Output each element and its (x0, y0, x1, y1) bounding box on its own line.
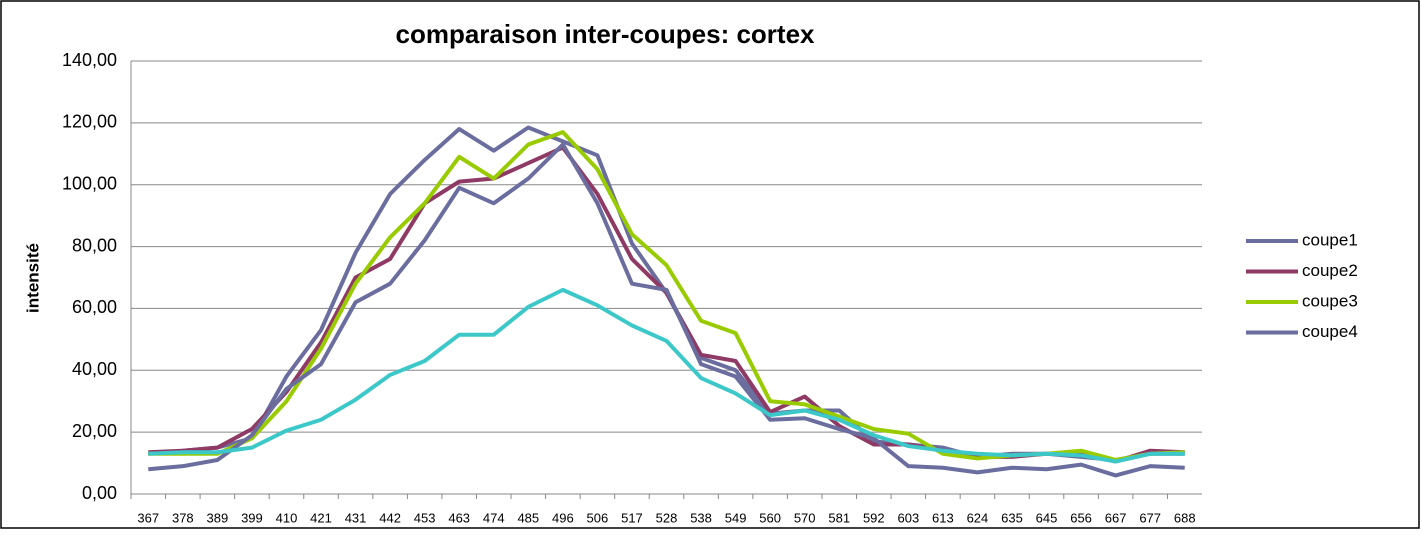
x-tick-label: 560 (759, 510, 781, 525)
x-tick-label: 667 (1105, 510, 1127, 525)
x-tick-label: 570 (794, 510, 816, 525)
x-tick-label: 538 (690, 510, 712, 525)
x-tick-label: 603 (897, 510, 919, 525)
x-tick-label: 463 (448, 510, 470, 525)
x-tick-label: 474 (483, 510, 505, 525)
x-tick-label: 613 (932, 510, 954, 525)
x-tick-label: 656 (1070, 510, 1092, 525)
y-tick-label: 100,00 (62, 173, 117, 193)
x-tick-label: 453 (414, 510, 436, 525)
y-tick-label: 80,00 (72, 235, 117, 255)
y-tick-label: 20,00 (72, 421, 117, 441)
x-tick-label: 549 (725, 510, 747, 525)
x-tick-label: 442 (379, 510, 401, 525)
x-tick-label: 389 (207, 510, 229, 525)
x-tick-label: 677 (1139, 510, 1161, 525)
x-tick-label: 517 (621, 510, 643, 525)
x-tick-label: 624 (967, 510, 989, 525)
x-tick-label: 421 (310, 510, 332, 525)
legend-label: coupe3 (1302, 291, 1358, 310)
y-tick-label: 140,00 (62, 50, 117, 70)
y-tick-label: 40,00 (72, 359, 117, 379)
x-tick-label: 485 (517, 510, 539, 525)
chart-title: comparaison inter-coupes: cortex (396, 19, 816, 49)
x-tick-label: 378 (172, 510, 194, 525)
x-tick-label: 431 (345, 510, 367, 525)
x-tick-label: 367 (137, 510, 159, 525)
legend-label: coupe1 (1302, 230, 1358, 249)
x-tick-label: 635 (1001, 510, 1023, 525)
x-tick-label: 496 (552, 510, 574, 525)
y-tick-label: 60,00 (72, 297, 117, 317)
x-tick-label: 506 (587, 510, 609, 525)
series-line (148, 287, 1185, 464)
y-axis-label: intensité (23, 243, 42, 313)
series-line (148, 142, 1185, 478)
legend-label: coupe4 (1302, 322, 1358, 341)
legend-label: coupe2 (1302, 261, 1358, 280)
x-tick-label: 581 (828, 510, 850, 525)
x-tick-label: 592 (863, 510, 885, 525)
x-tick-label: 399 (241, 510, 263, 525)
y-tick-label: 0,00 (82, 483, 117, 503)
x-tick-label: 645 (1036, 510, 1058, 525)
x-tick-label: 528 (656, 510, 678, 525)
x-tick-label: 410 (276, 510, 298, 525)
x-tick-label: 688 (1174, 510, 1196, 525)
y-tick-label: 120,00 (62, 112, 117, 132)
